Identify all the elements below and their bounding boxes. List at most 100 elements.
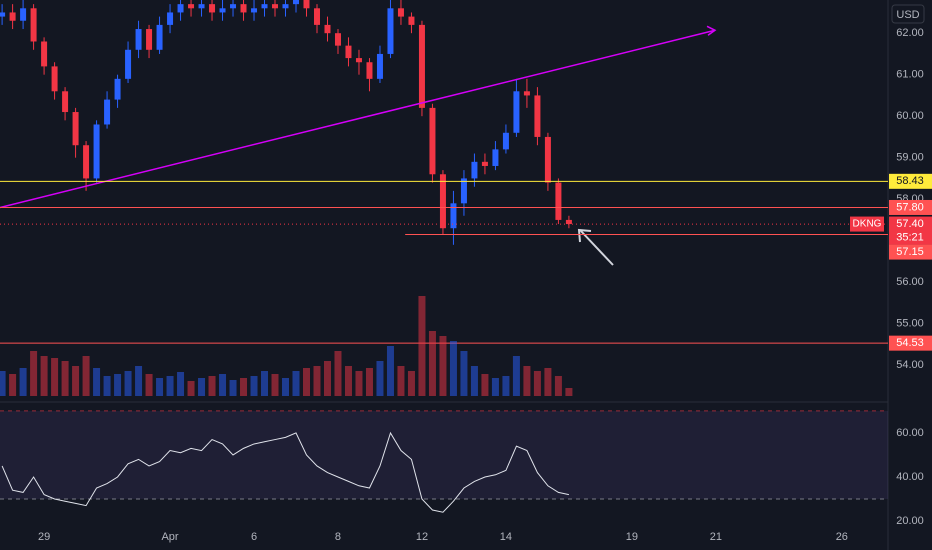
volume-bar [365, 368, 373, 396]
volume-bar [114, 374, 122, 396]
candle-body [355, 58, 362, 63]
candle-body [0, 12, 6, 17]
volume-bar [156, 378, 164, 396]
volume-bar [565, 388, 573, 396]
candle-body [156, 24, 163, 50]
volume-bar [386, 346, 394, 396]
symbol-label: DKNG [853, 219, 882, 230]
candle-body [418, 24, 425, 108]
candle-body [104, 99, 111, 125]
candle-body [313, 8, 320, 25]
candle-body [20, 8, 27, 21]
candle-body [177, 4, 184, 13]
volume-bar [334, 351, 342, 396]
candle-body [83, 145, 90, 179]
candle-body [555, 182, 562, 220]
x-tick-label: 29 [38, 531, 50, 543]
volume-bar [428, 331, 436, 396]
x-tick-label: 21 [710, 531, 722, 543]
price-tag-label: 58.43 [896, 175, 924, 187]
volume-bar [355, 371, 363, 396]
annotation-arrow [577, 228, 614, 266]
candle-body [324, 24, 331, 34]
candle-body [366, 62, 373, 79]
volume-bar [460, 351, 468, 396]
rsi-tick-label: 40.00 [896, 471, 924, 483]
price-tag-label: 57.40 [896, 218, 924, 230]
volume-bar [145, 374, 153, 396]
volume-bar [407, 371, 415, 396]
volume-bar [344, 366, 352, 396]
volume-bar [124, 371, 132, 396]
rsi-tick-label: 20.00 [896, 515, 924, 527]
volume-bar [397, 366, 405, 396]
candle-body [345, 45, 352, 59]
volume-bar [61, 361, 69, 396]
price-tag-label: 54.53 [896, 337, 924, 349]
volume-bar [544, 368, 552, 396]
price-tag-label: 57.80 [896, 201, 924, 213]
volume-bar [302, 368, 310, 396]
price-tag [889, 216, 932, 245]
candle-body [376, 53, 383, 79]
candle-body [282, 4, 289, 9]
candle-body [272, 4, 279, 9]
volume-bar [51, 358, 59, 396]
rsi-tick-label: 60.00 [896, 427, 924, 439]
volume-bar [9, 374, 17, 396]
volume-bar [240, 378, 248, 396]
candle-body [146, 29, 153, 50]
currency: USD [896, 9, 919, 21]
volume-bar [313, 366, 321, 396]
y-tick-label: 59.00 [896, 152, 924, 164]
volume-bar [166, 376, 174, 396]
candle-body [9, 12, 16, 21]
price-tag-label: 57.15 [896, 246, 924, 258]
price-tag [889, 173, 932, 189]
candle-body [188, 4, 195, 9]
candle-body [439, 174, 446, 229]
candle-body [293, 0, 299, 5]
candle-body [492, 149, 499, 166]
symbol-tag [850, 216, 884, 232]
candle-body [261, 4, 268, 9]
volume-bar [0, 371, 6, 396]
candle-body [198, 4, 205, 9]
candle-body [397, 8, 404, 17]
volume-bar [502, 376, 510, 396]
volume-bar [418, 296, 426, 396]
volume-bar [481, 374, 489, 396]
volume-bar [512, 356, 520, 396]
candle-body [51, 66, 58, 92]
y-tick-label: 54.00 [896, 359, 924, 371]
x-tick-label: 26 [836, 531, 848, 543]
volume-bar [470, 366, 478, 396]
candle-body [408, 16, 415, 25]
price-tag [889, 244, 932, 260]
volume-bar [533, 371, 541, 396]
currency-box [891, 4, 925, 24]
candle-body [334, 33, 341, 46]
candle-body [72, 112, 79, 146]
volume-bar [229, 380, 237, 396]
price-tag [889, 335, 932, 351]
candle-body [565, 219, 572, 225]
y-tick-label: 61.00 [896, 69, 924, 81]
y-tick-label: 56.00 [896, 276, 924, 288]
volume-bar [103, 376, 111, 396]
countdown: 35:21 [896, 231, 924, 243]
volume-bar [439, 336, 447, 396]
volume-bar [554, 376, 562, 396]
volume-bar [271, 374, 279, 396]
y-tick-label: 60.00 [896, 110, 924, 122]
candle-body [41, 41, 48, 67]
candle-body [460, 178, 467, 204]
volume-bar [82, 356, 90, 396]
candle-body [544, 136, 551, 183]
candle-body [481, 161, 488, 166]
volume-bar [282, 378, 290, 396]
volume-bar [449, 341, 457, 396]
volume-bar [208, 376, 216, 396]
x-tick-label: 19 [626, 531, 638, 543]
price-tag [889, 199, 932, 215]
